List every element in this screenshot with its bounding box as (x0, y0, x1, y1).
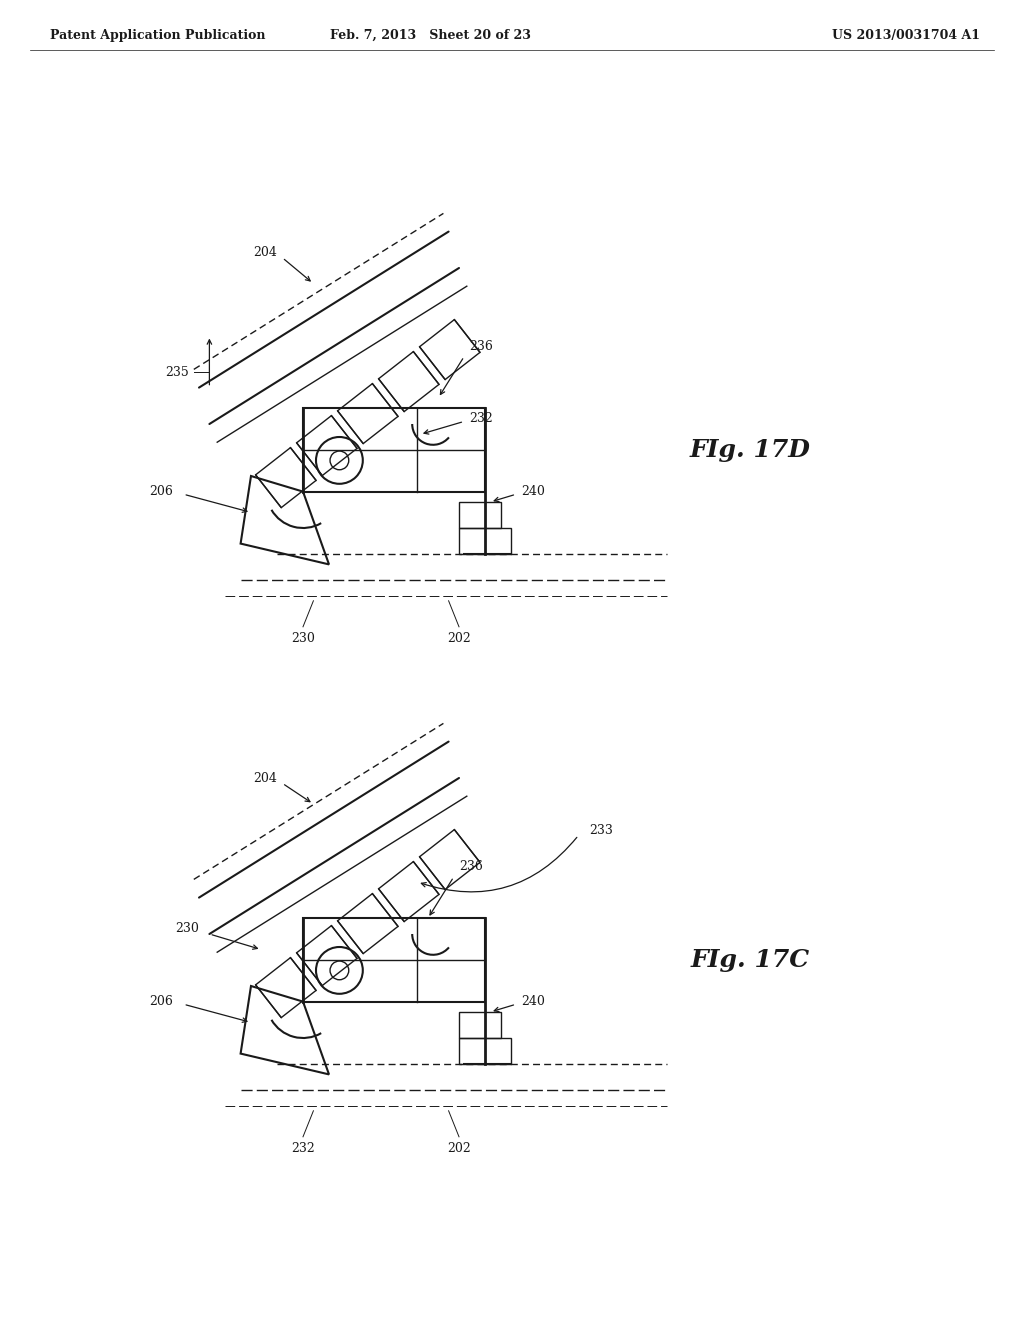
Text: 202: 202 (447, 1142, 471, 1155)
Text: 206: 206 (150, 995, 173, 1008)
Text: Feb. 7, 2013   Sheet 20 of 23: Feb. 7, 2013 Sheet 20 of 23 (330, 29, 530, 41)
Text: 236: 236 (459, 859, 483, 873)
Text: 230: 230 (291, 632, 315, 645)
Text: 232: 232 (291, 1142, 314, 1155)
Text: 235: 235 (165, 366, 188, 379)
Text: 204: 204 (253, 246, 278, 259)
Text: 202: 202 (447, 632, 471, 645)
Text: 240: 240 (521, 486, 545, 498)
Text: Patent Application Publication: Patent Application Publication (50, 29, 265, 41)
Text: 240: 240 (521, 995, 545, 1008)
Text: 236: 236 (469, 339, 494, 352)
Text: 230: 230 (175, 923, 199, 936)
Text: 232: 232 (469, 412, 494, 425)
Text: FIg. 17C: FIg. 17C (690, 948, 810, 972)
Text: FIg. 17D: FIg. 17D (689, 438, 810, 462)
Text: 204: 204 (253, 771, 278, 784)
Text: 206: 206 (150, 486, 173, 498)
Text: 233: 233 (589, 824, 613, 837)
Text: US 2013/0031704 A1: US 2013/0031704 A1 (831, 29, 980, 41)
